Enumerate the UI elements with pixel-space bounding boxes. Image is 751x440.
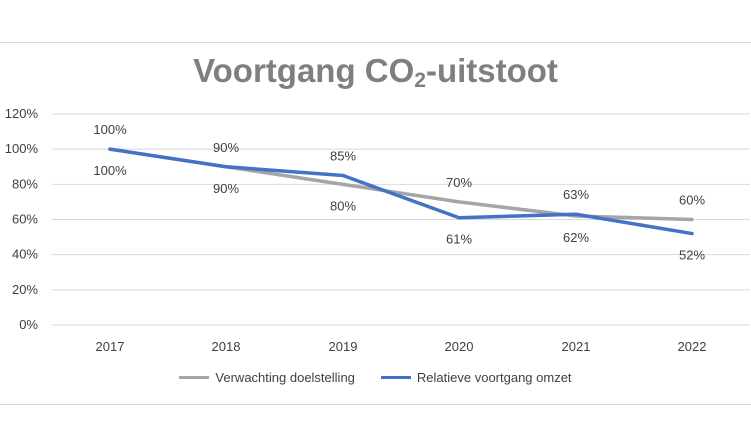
legend-item-relatieve: Relatieve voortgang omzet — [380, 370, 572, 385]
data-label: 90% — [213, 140, 239, 155]
legend-swatch-blue — [380, 376, 411, 379]
x-axis-ticks: 2017 2018 2019 2020 2021 2022 — [96, 339, 707, 354]
legend-item-verwachting: Verwachting doelstelling — [179, 370, 355, 385]
x-tick-label: 2022 — [678, 339, 707, 354]
data-label: 70% — [446, 175, 472, 190]
y-tick-label: 40% — [12, 247, 38, 262]
x-tick-label: 2019 — [329, 339, 358, 354]
bottom-divider — [0, 404, 751, 405]
data-label: 100% — [93, 122, 127, 137]
data-label: 62% — [563, 230, 589, 245]
y-tick-label: 80% — [12, 176, 38, 191]
series-lines — [108, 147, 694, 236]
y-tick-label: 120% — [5, 106, 39, 121]
series-line-relatieve — [108, 147, 694, 236]
x-tick-label: 2020 — [445, 339, 474, 354]
y-axis-ticks: 0% 20% 40% 60% 80% 100% 120% — [5, 106, 39, 332]
x-tick-label: 2018 — [212, 339, 241, 354]
chart-title: Voortgang CO2-uitstoot — [193, 52, 558, 92]
y-tick-label: 60% — [12, 212, 38, 227]
legend-swatch-gray — [179, 376, 210, 379]
data-label: 63% — [563, 187, 589, 202]
data-label: 52% — [679, 248, 705, 263]
gridlines — [52, 113, 750, 326]
data-label: 61% — [446, 232, 472, 247]
data-label: 85% — [330, 149, 356, 164]
legend-label: Verwachting doelstelling — [215, 370, 355, 385]
legend-label: Relatieve voortgang omzet — [416, 370, 572, 385]
data-label: 90% — [213, 181, 239, 196]
data-labels: 100% 100% 90% 90% 85% 80% 70% 61% 63% 62% 60% 52% — [93, 122, 705, 262]
top-divider — [0, 42, 751, 43]
data-label: 100% — [93, 163, 127, 178]
x-tick-label: 2021 — [562, 339, 591, 354]
x-tick-label: 2017 — [96, 339, 125, 354]
data-label: 60% — [679, 193, 705, 208]
y-tick-label: 0% — [19, 317, 38, 332]
y-tick-label: 100% — [5, 141, 39, 156]
legend: Verwachting doelstelling Relatieve voort… — [0, 370, 751, 385]
y-tick-label: 20% — [12, 282, 38, 297]
data-label: 80% — [330, 198, 356, 213]
